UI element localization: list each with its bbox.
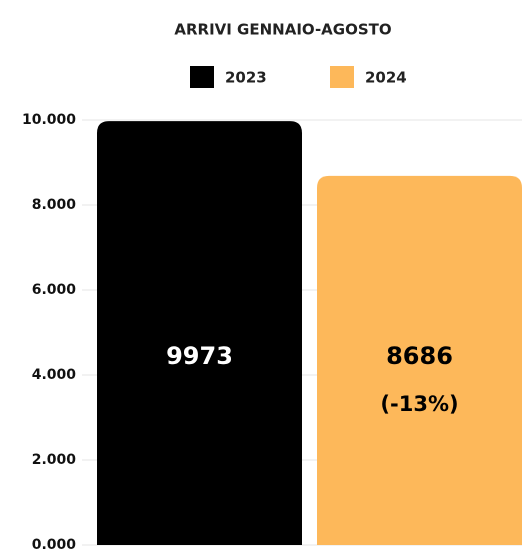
- chart-title: ARRIVI GENNAIO-AGOSTO: [174, 21, 391, 39]
- legend-label: 2024: [365, 69, 407, 87]
- legend-label: 2023: [225, 69, 267, 87]
- y-tick-label: 6.000: [32, 282, 77, 298]
- bar: [97, 121, 302, 546]
- annotation: (-13%): [380, 392, 458, 416]
- data-label: 9973: [166, 342, 233, 370]
- y-tick-label: 0.000: [32, 537, 77, 553]
- data-label: 8686: [386, 342, 453, 370]
- y-tick-label: 8.000: [32, 197, 77, 213]
- y-tick-label: 4.000: [32, 367, 77, 383]
- legend-swatch: [190, 66, 214, 88]
- y-tick-label: 2.000: [32, 452, 77, 468]
- bar: [317, 175, 522, 545]
- y-tick-label: 10.000: [22, 112, 76, 128]
- legend-swatch: [330, 66, 354, 88]
